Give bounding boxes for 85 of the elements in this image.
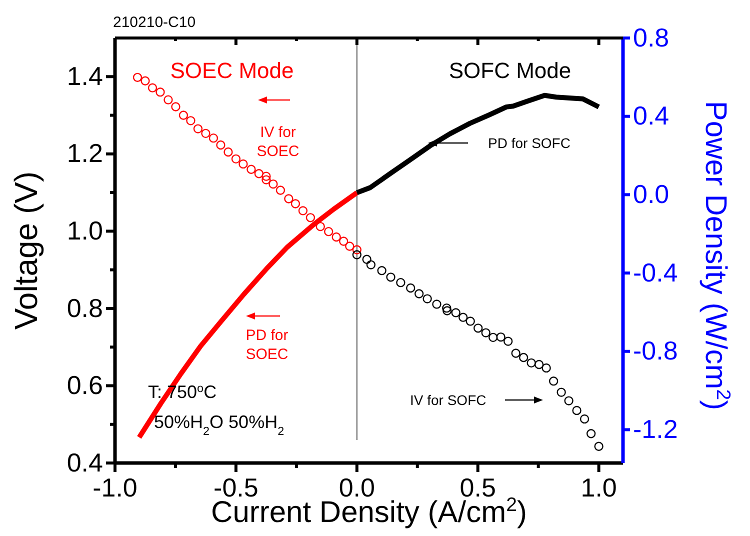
point xyxy=(518,352,528,362)
point xyxy=(451,308,460,318)
point xyxy=(542,363,551,373)
point xyxy=(216,140,226,150)
point xyxy=(246,164,256,174)
y2-tick-label: -1.2 xyxy=(633,414,678,444)
point xyxy=(231,154,241,164)
point xyxy=(268,179,278,189)
annotation: PD for SOEC xyxy=(246,327,288,363)
x-tick-label: 1.0 xyxy=(580,472,617,503)
point xyxy=(332,232,341,242)
y2-tick-label: 0.0 xyxy=(633,179,670,209)
point xyxy=(594,442,604,451)
point xyxy=(201,128,210,138)
y2-tick-label: 0.4 xyxy=(633,100,670,131)
point xyxy=(362,254,372,264)
point xyxy=(140,76,150,86)
x-tick-label: 0.0 xyxy=(338,472,375,503)
y2-tick-label: 0.8 xyxy=(633,22,670,52)
point xyxy=(324,226,334,236)
point xyxy=(366,260,376,270)
point xyxy=(132,72,142,82)
annotation: SOFC Mode xyxy=(448,58,572,83)
point xyxy=(254,169,264,178)
point xyxy=(474,324,483,333)
point xyxy=(171,102,180,112)
point xyxy=(406,283,416,293)
point xyxy=(586,429,596,438)
point xyxy=(262,172,271,181)
point xyxy=(526,358,536,368)
point xyxy=(548,376,558,386)
point xyxy=(466,316,475,326)
y-tick-label: 1.2 xyxy=(66,138,103,168)
annotation: IV for SOFC xyxy=(410,392,486,408)
point xyxy=(496,332,506,342)
point xyxy=(306,213,316,222)
point xyxy=(564,396,574,406)
point xyxy=(186,116,196,126)
point xyxy=(422,294,432,304)
point xyxy=(504,336,513,346)
y-tick-label: 0.6 xyxy=(66,370,103,400)
point xyxy=(316,222,325,232)
y-tick-label: 1.0 xyxy=(66,216,103,246)
point xyxy=(178,110,188,120)
point xyxy=(224,147,233,157)
point xyxy=(458,312,468,322)
point xyxy=(488,332,498,342)
point xyxy=(290,199,300,208)
point xyxy=(432,300,442,309)
point xyxy=(345,242,354,251)
point xyxy=(339,236,348,246)
point xyxy=(377,266,386,276)
point xyxy=(148,83,158,92)
point xyxy=(481,328,490,338)
y2-tick-label: -0.8 xyxy=(633,336,678,366)
chart-title: 210210-C10 xyxy=(113,14,196,31)
y-tick-label: 0.8 xyxy=(66,292,103,323)
point xyxy=(572,406,582,416)
annotation: SOEC Mode xyxy=(170,58,294,83)
annotation: 50%H$_{2}$O 50%H$_{2}$ xyxy=(154,412,284,438)
point xyxy=(352,250,362,260)
annotation: IV for SOEC xyxy=(256,124,300,160)
annotation: PD for SOFC xyxy=(488,135,570,151)
point xyxy=(193,124,203,134)
point xyxy=(511,348,520,358)
point xyxy=(298,206,308,216)
point xyxy=(156,88,165,97)
point xyxy=(208,133,218,143)
point xyxy=(238,159,248,169)
point xyxy=(534,360,544,370)
point xyxy=(442,303,452,313)
point xyxy=(580,414,590,424)
point xyxy=(442,306,452,316)
point xyxy=(556,388,566,397)
y-axis-title: Voltage (V) xyxy=(8,171,44,330)
point xyxy=(352,245,362,254)
point xyxy=(276,186,286,195)
point xyxy=(414,289,424,298)
y-tick-label: 1.4 xyxy=(66,60,103,91)
point xyxy=(284,194,294,204)
point xyxy=(164,95,173,104)
y2-tick-label: -0.4 xyxy=(633,257,678,288)
point xyxy=(386,272,396,282)
point xyxy=(396,278,406,288)
point xyxy=(262,175,271,184)
